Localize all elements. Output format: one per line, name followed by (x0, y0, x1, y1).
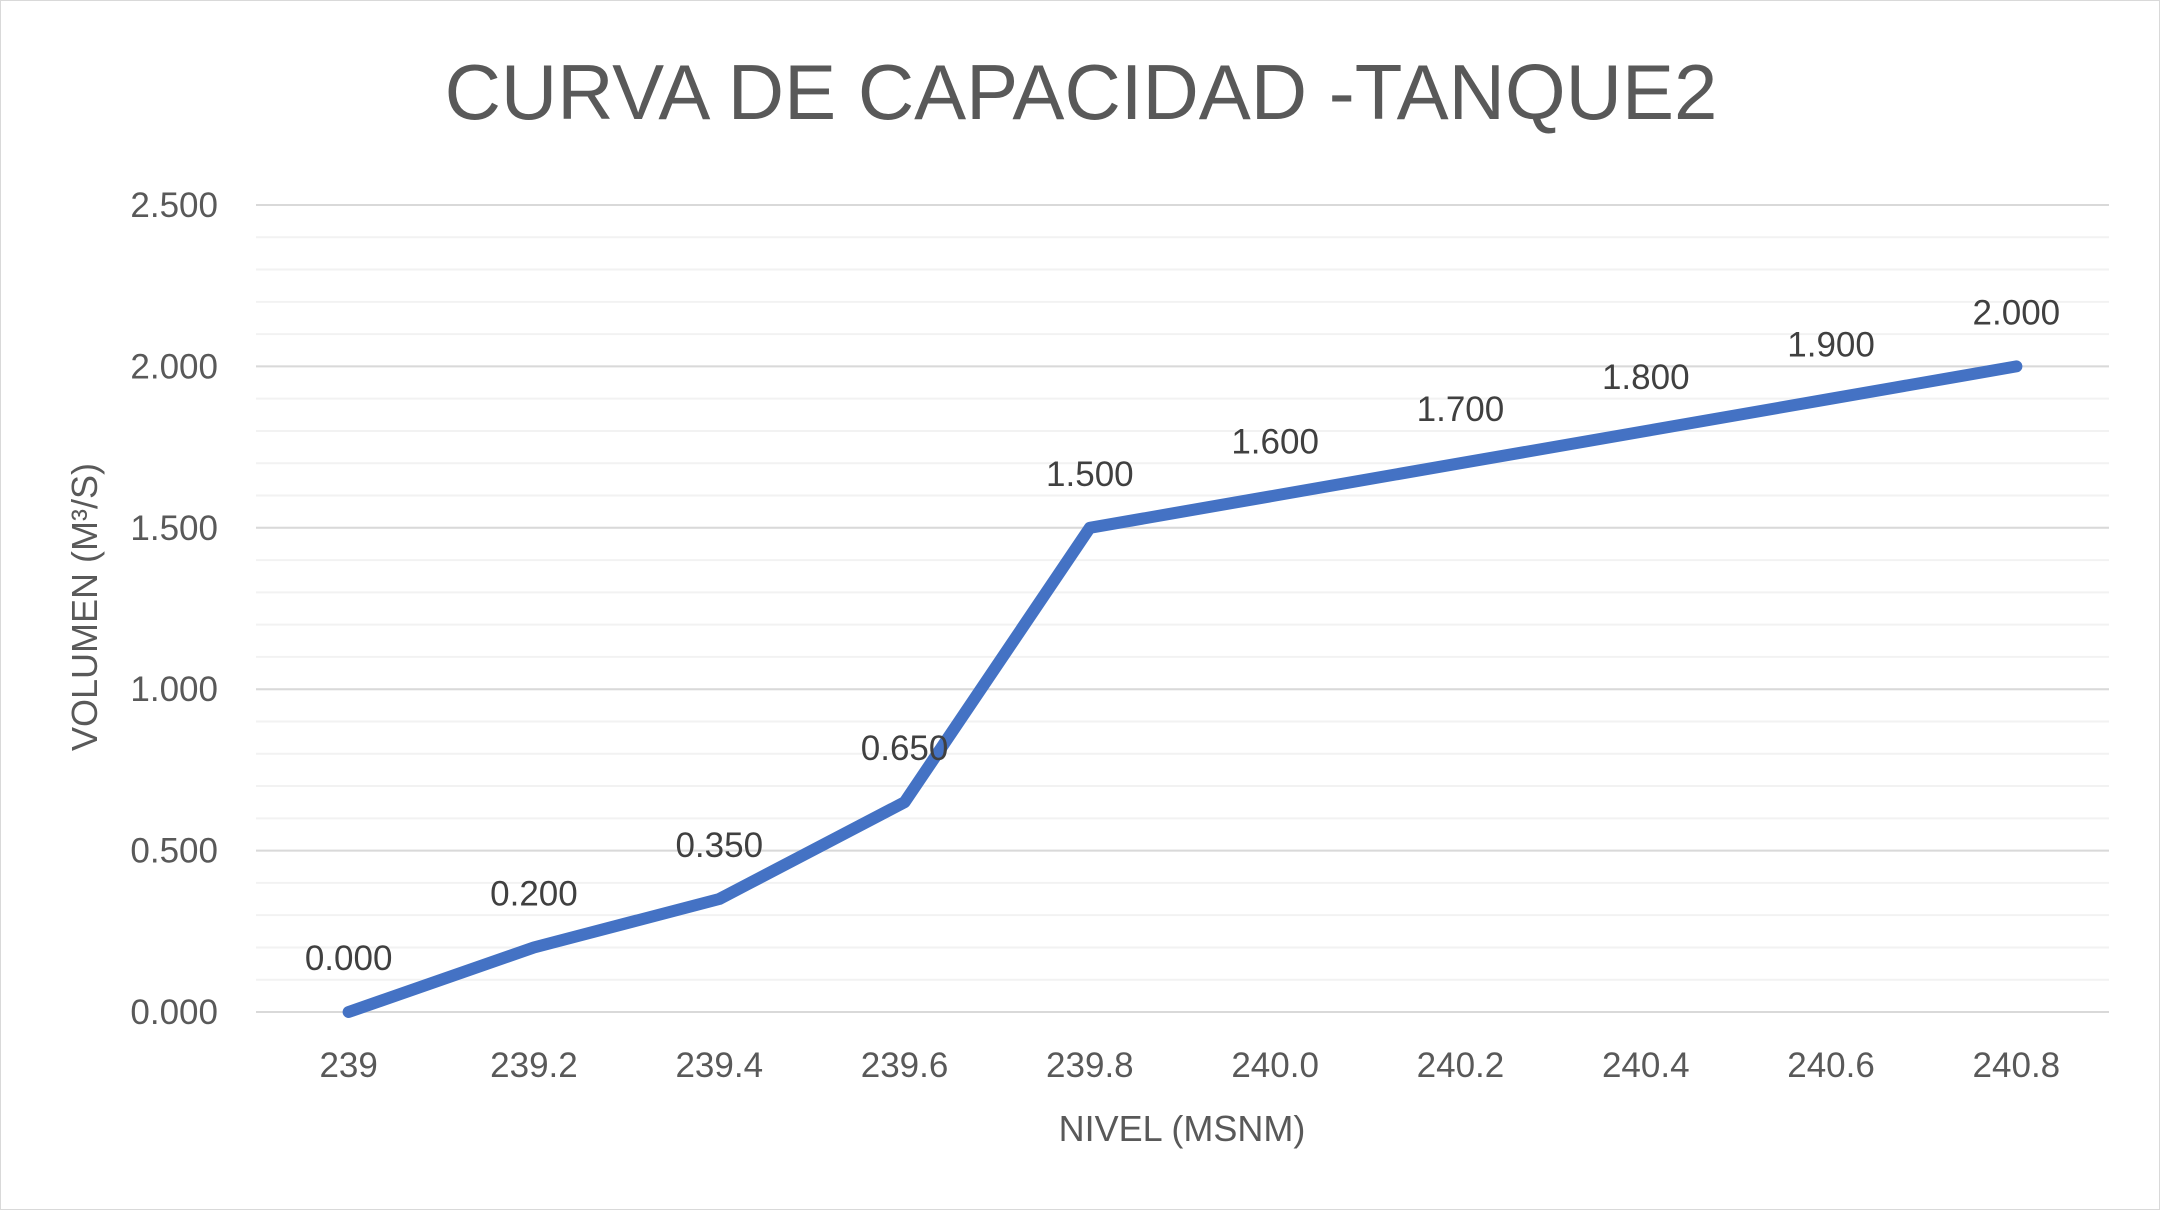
data-label: 2.000 (1973, 293, 2061, 332)
x-tick-label: 240.6 (1787, 1046, 1875, 1085)
x-axis-title: NIVEL (MSNM) (1059, 1108, 1306, 1149)
x-tick-label: 239 (319, 1046, 377, 1085)
x-tick-label: 239.6 (861, 1046, 949, 1085)
series-layer (342, 360, 2023, 1018)
data-label: 0.000 (305, 939, 393, 978)
x-tick-label: 239.4 (675, 1046, 763, 1085)
series-line (342, 360, 2023, 1018)
data-point (2015, 365, 2018, 368)
chart-title: CURVA DE CAPACIDAD -TANQUE2 (445, 48, 1718, 136)
x-tick-label: 240.8 (1973, 1046, 2061, 1085)
y-axis-title: VOLUMEN (M³/S) (64, 463, 105, 751)
data-point (1274, 494, 1277, 497)
x-tick-label: 239.8 (1046, 1046, 1134, 1085)
data-point (347, 1011, 350, 1013)
y-tick-label: 2.000 (130, 347, 218, 386)
data-label: 1.600 (1231, 423, 1319, 462)
y-tick-label: 2.500 (130, 186, 218, 225)
data-label: 0.650 (861, 729, 949, 768)
x-axis-tick-labels: 239 239.2 239.4 239.6 239.8 240.0 240.2 240.4 24… (319, 1046, 2060, 1085)
major-gridlines (256, 204, 2109, 1013)
data-label: 1.700 (1417, 390, 1505, 429)
y-tick-label: 0.500 (130, 832, 218, 871)
data-labels: 0.000 0.200 0.350 0.650 1.500 1.600 1.700 1.800… (305, 293, 2060, 978)
data-point (903, 801, 906, 804)
data-point (1644, 429, 1647, 432)
data-point (1459, 462, 1462, 465)
x-tick-label: 240.0 (1231, 1046, 1319, 1085)
y-tick-label: 0.000 (130, 993, 218, 1032)
x-tick-label: 239.2 (490, 1046, 578, 1085)
x-tick-label: 240.2 (1417, 1046, 1505, 1085)
data-label: 0.350 (675, 826, 763, 865)
data-label: 1.900 (1787, 326, 1875, 365)
x-tick-label: 240.4 (1602, 1046, 1690, 1085)
data-label: 1.800 (1602, 358, 1690, 397)
y-tick-label: 1.500 (130, 509, 218, 548)
data-point (532, 946, 535, 949)
y-tick-label: 1.000 (130, 670, 218, 709)
data-point (1830, 397, 1833, 400)
data-label: 1.500 (1046, 455, 1134, 494)
data-label: 0.200 (490, 874, 578, 913)
data-point (1088, 526, 1091, 529)
y-axis-tick-labels: 0.000 0.500 1.000 1.500 2.000 2.500 (130, 186, 218, 1032)
data-point (718, 898, 721, 901)
